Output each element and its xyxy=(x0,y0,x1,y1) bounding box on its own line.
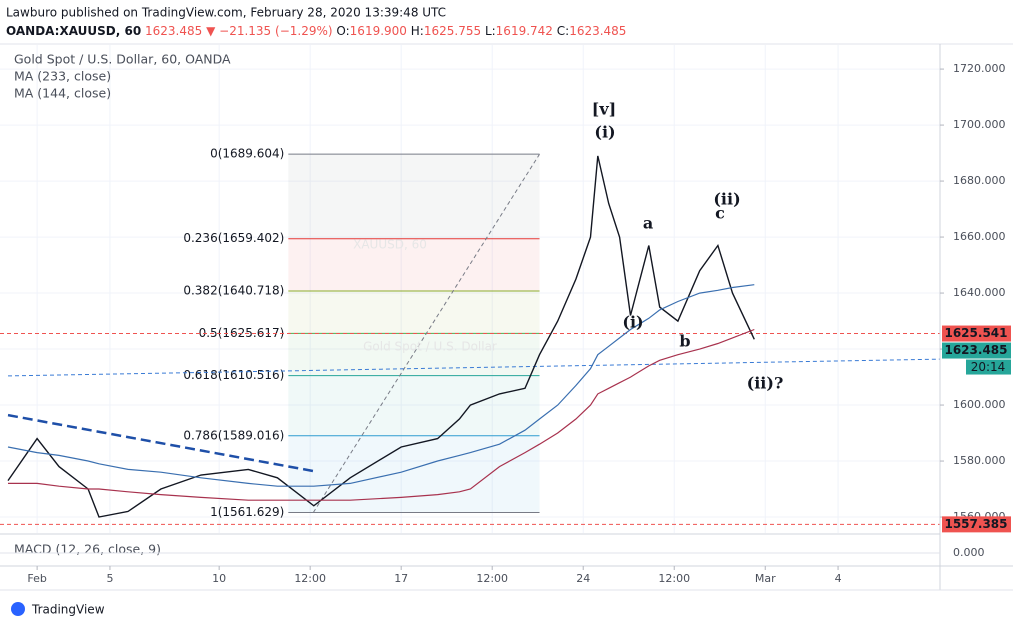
watermark-name: Gold Spot / U.S. Dollar xyxy=(363,340,497,354)
wave-label: c xyxy=(715,204,725,223)
price-line-series xyxy=(7,155,755,518)
macd-tick-label: 0.000 xyxy=(953,546,985,559)
x-tick-label: 17 xyxy=(394,572,408,585)
fib-zone xyxy=(288,375,540,436)
price-box-label: 1625.541 xyxy=(944,326,1007,340)
y-tick-label: 1700.000 xyxy=(953,118,1006,131)
wave-label: [v] xyxy=(592,100,616,119)
y-tick-label: 1600.000 xyxy=(953,398,1006,411)
high-value: 1625.755 xyxy=(424,24,481,38)
y-tick-label: 1680.000 xyxy=(953,174,1006,187)
trend-line xyxy=(7,358,941,377)
open-value: 1619.900 xyxy=(350,24,407,38)
x-tick-label: 5 xyxy=(106,572,113,585)
x-tick-label: 24 xyxy=(576,572,590,585)
y-tick-label: 1720.000 xyxy=(953,62,1006,75)
macd-label: MACD (12, 26, close, 9) xyxy=(14,542,161,557)
moving-average xyxy=(7,284,755,487)
y-tick-label: 1580.000 xyxy=(953,454,1006,467)
trend-line xyxy=(7,413,315,473)
fib-zone xyxy=(288,435,540,513)
price-box xyxy=(942,342,1011,359)
quote-line: OANDA:XAUUSD, 60 1623.485 ▼ −21.135 (−1.… xyxy=(6,24,626,38)
publish-info: Lawburo published on TradingView.com, Fe… xyxy=(6,6,446,20)
wave-label: (i) xyxy=(622,313,643,332)
fib-zone xyxy=(288,238,540,292)
wave-label: (i) xyxy=(594,123,615,142)
fib-zone xyxy=(288,291,540,334)
watermark-symbol: XAUUSD, 60 xyxy=(353,238,427,252)
fib-label: 0.236(1659.402) xyxy=(183,231,284,245)
x-tick-label: Mar xyxy=(755,572,776,585)
open-label: O: xyxy=(336,24,349,38)
legend-entry: MA (144, close) xyxy=(14,86,111,101)
x-tick-label: Feb xyxy=(27,572,46,585)
price-box xyxy=(942,325,1011,342)
close-value: 1623.485 xyxy=(569,24,626,38)
wave-label: b xyxy=(679,332,690,351)
x-tick-label: 12:00 xyxy=(476,572,508,585)
last-price: 1623.485 xyxy=(145,24,202,38)
logo-icon xyxy=(11,602,25,616)
fib-zone xyxy=(288,154,540,239)
moving-average xyxy=(8,328,755,501)
countdown: 20:14 xyxy=(971,360,1006,374)
price-box-label: 1623.485 xyxy=(944,343,1007,357)
x-tick-label: 10 xyxy=(212,572,226,585)
wave-label: a xyxy=(643,214,653,233)
wave-label: (ii)? xyxy=(747,374,784,393)
fib-diagonal xyxy=(312,153,540,513)
footer-brand: TradingView xyxy=(31,603,105,617)
fib-label: 0.382(1640.718) xyxy=(183,284,284,298)
fib-zone xyxy=(288,333,540,376)
fib-label: 1(1561.629) xyxy=(210,505,284,519)
change: ▼ −21.135 (−1.29%) xyxy=(206,24,332,38)
x-tick-label: 12:00 xyxy=(294,572,326,585)
y-tick-label: 1640.000 xyxy=(953,286,1006,299)
close-label: C: xyxy=(557,24,569,38)
legend-title: Gold Spot / U.S. Dollar, 60, OANDA xyxy=(14,52,231,67)
symbol: OANDA:XAUUSD, 60 xyxy=(6,24,141,38)
fib-label: 0.618(1610.516) xyxy=(183,368,284,382)
fib-label: 0(1689.604) xyxy=(210,147,284,161)
price-box-label: 1557.385 xyxy=(944,517,1007,531)
high-label: H: xyxy=(411,24,424,38)
price-box xyxy=(942,516,1011,533)
fib-label: 0.786(1589.016) xyxy=(183,428,284,442)
x-tick-label: 12:00 xyxy=(658,572,690,585)
low-label: L: xyxy=(485,24,496,38)
legend-entry: MA (233, close) xyxy=(14,69,111,84)
fib-label: 0.5(1625.617) xyxy=(199,326,285,340)
plot-area: 0(1689.604) 0.236(1659.402) 0.382(1640.718… xyxy=(0,45,941,533)
countdown-box xyxy=(966,359,1011,375)
wave-label: (ii) xyxy=(713,190,740,209)
x-tick-label: 4 xyxy=(835,572,842,585)
y-tick-label: 1660.000 xyxy=(953,230,1006,243)
low-value: 1619.742 xyxy=(496,24,553,38)
